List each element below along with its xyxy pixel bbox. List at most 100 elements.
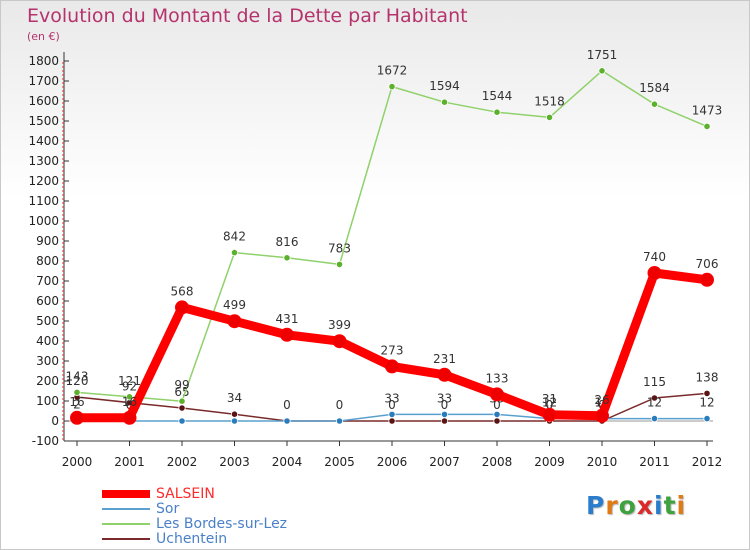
data-point [122,410,137,425]
y-tick-label: 900 [36,234,59,248]
data-label: 12 [542,396,557,410]
data-point [440,417,449,425]
y-tick-label: 400 [36,334,59,348]
y-tick-label: 100 [36,394,59,408]
data-label: 92 [122,380,137,394]
data-point [70,410,84,425]
data-point [230,417,239,425]
data-label: 499 [223,298,246,312]
data-label: 1544 [482,89,513,103]
logo-letter: r [605,491,619,520]
y-tick-label: 1200 [28,174,59,188]
legend-label: Sor [156,501,180,517]
y-tick-label: 1000 [28,214,59,228]
legend-swatch [102,508,150,510]
data-point [650,100,659,108]
data-point [493,410,501,418]
data-label: 133 [486,371,509,385]
data-label: 0 [126,398,134,412]
y-tick-label: 0 [51,414,59,428]
data-label: 34 [227,391,242,405]
data-label: 273 [381,343,404,357]
x-tick-label: 2003 [219,455,250,469]
logo-letter: t [663,491,677,520]
data-point [388,417,396,425]
logo-letter: P [586,491,606,520]
data-label: 231 [433,352,456,366]
data-point [388,410,396,418]
y-tick-label: 1700 [28,74,59,88]
logo-letter: i [654,491,664,520]
data-point [280,327,294,342]
data-point [125,393,134,401]
logo-letter: o [618,491,637,520]
y-tick-label: 1100 [28,194,59,208]
y-tick-label: 700 [36,274,59,288]
logo-letter: i [676,491,687,520]
data-label: 740 [643,250,666,264]
data-point [598,67,606,75]
data-label: 12 [647,396,662,410]
data-point [230,410,239,418]
data-label: 1473 [692,103,723,117]
x-tick-label: 2007 [429,455,460,469]
data-point [335,417,344,425]
data-label: 706 [696,257,719,271]
data-label: 816 [276,235,299,249]
data-label: 399 [328,318,351,332]
data-label: 1751 [587,48,618,62]
data-point [493,417,501,425]
data-point [490,387,504,402]
data-label: 1518 [534,94,565,108]
chart-subtitle: (en €) [27,30,60,43]
data-point [178,417,186,425]
x-tick-label: 2006 [377,455,408,469]
data-label: 26 [594,393,609,407]
data-label: 1594 [429,79,460,93]
data-point [230,249,239,257]
y-tick-label: -100 [32,434,59,448]
legend-label: SALSEIN [156,486,215,502]
data-point [703,389,711,397]
data-point [385,359,399,374]
data-point [493,108,501,116]
data-point [703,122,711,131]
legend-label: Les Bordes-sur-Lez [156,516,288,532]
y-tick-label: 300 [36,354,59,368]
y-tick-label: 1800 [28,54,59,68]
data-point [175,300,189,315]
x-tick-label: 2005 [324,455,355,469]
data-label: 568 [171,284,194,298]
data-point [283,254,291,262]
data-label: 99 [174,378,189,392]
data-label: 16 [122,395,137,409]
data-point [650,394,659,402]
data-label: 2 [73,398,81,412]
y-tick-label: 200 [36,374,59,388]
y-tick-label: 1300 [28,154,59,168]
data-point [178,397,186,405]
data-point [700,272,714,287]
data-label: 0 [493,398,501,412]
data-point [283,417,291,425]
data-point [650,414,659,423]
data-label: 783 [328,241,351,255]
data-label: 0 [336,398,344,412]
data-label: 143 [66,369,89,383]
y-tick-label: 500 [36,314,59,328]
data-label: 120 [66,374,89,388]
data-label: 121 [118,374,141,388]
data-label: 1584 [639,81,670,95]
data-point [332,334,347,349]
data-point [647,266,662,280]
data-label: 33 [384,391,399,405]
x-tick-label: 2011 [639,455,670,469]
legend-swatch [102,490,150,498]
data-point [73,388,81,396]
data-label: 0 [546,398,554,412]
data-point [595,408,609,423]
logo-letter: x [636,491,654,520]
data-point [388,83,396,91]
data-label: 33 [437,391,452,405]
